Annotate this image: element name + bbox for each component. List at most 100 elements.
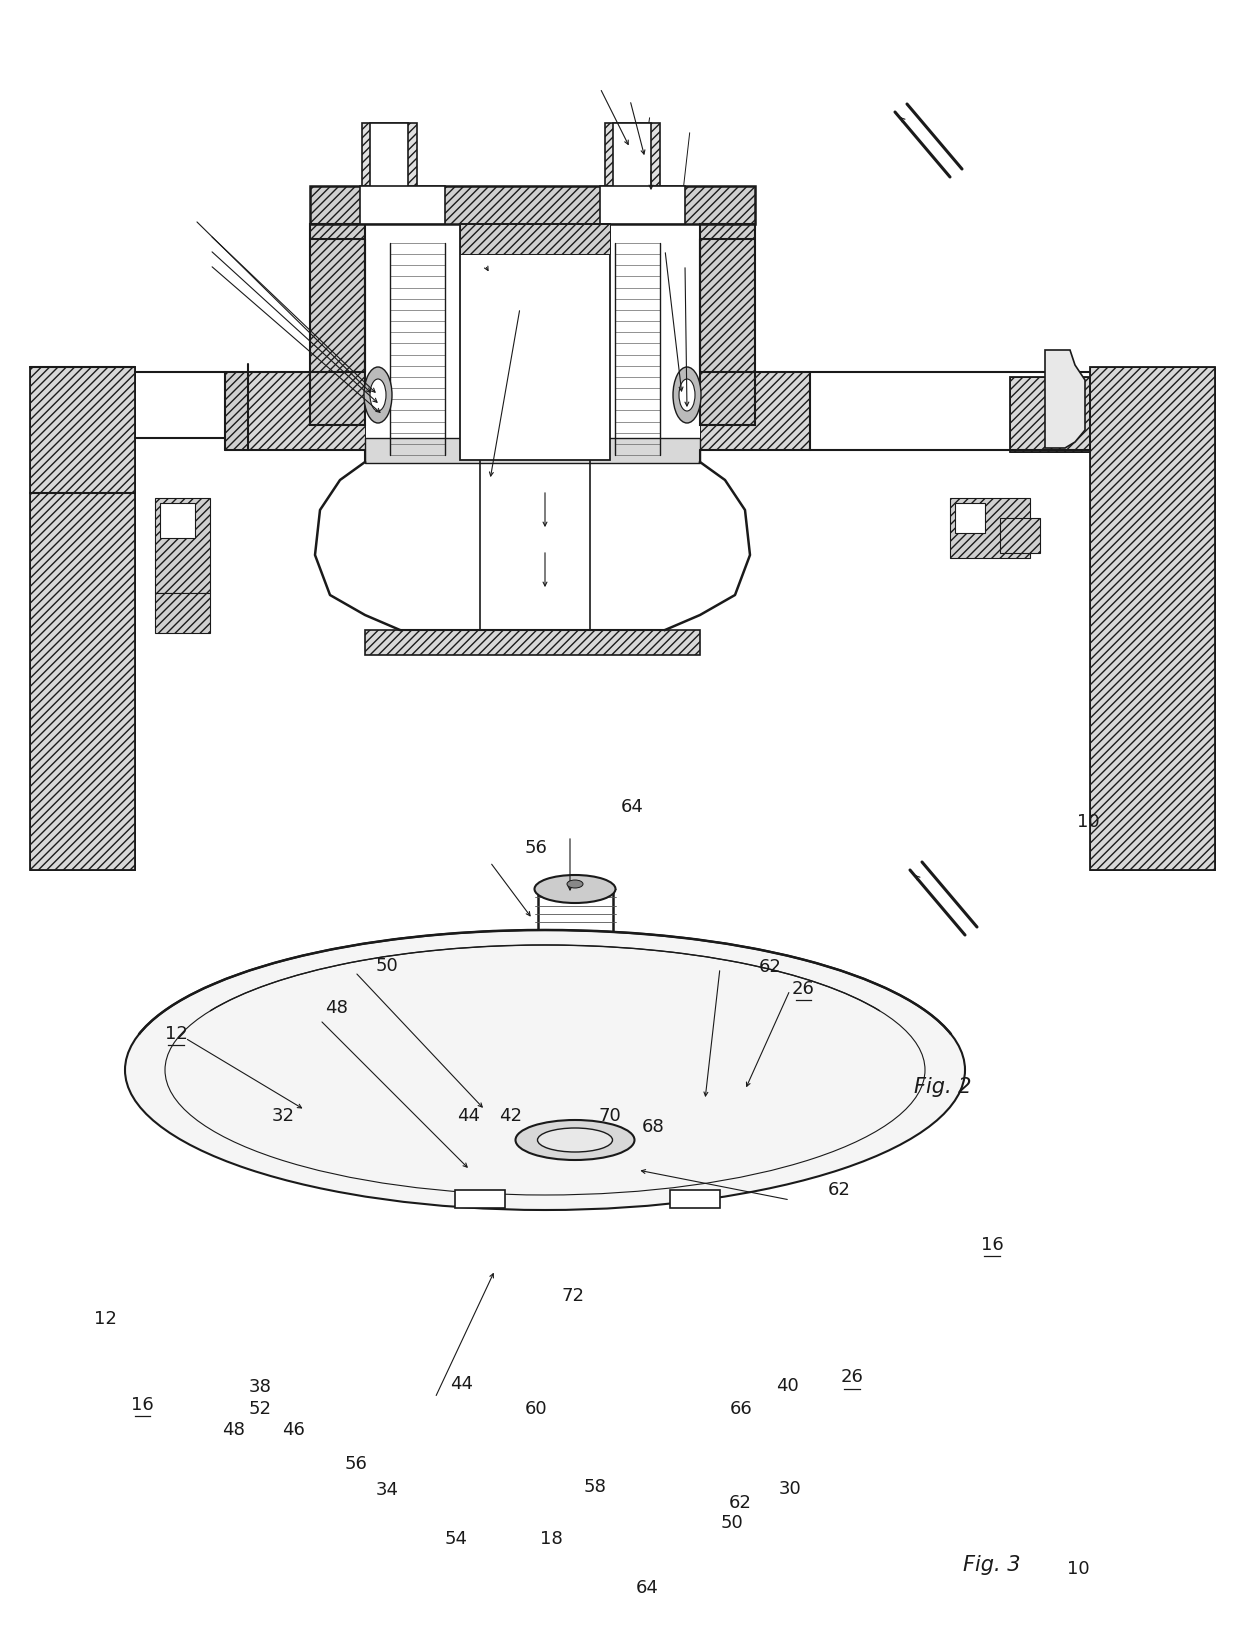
- Text: 56: 56: [345, 1454, 367, 1474]
- Text: 58: 58: [584, 1477, 606, 1497]
- Ellipse shape: [915, 1173, 935, 1183]
- Ellipse shape: [935, 1216, 955, 1226]
- Bar: [365, 438, 701, 462]
- Text: 48: 48: [325, 998, 347, 1018]
- Bar: [310, 186, 755, 224]
- Text: 38: 38: [249, 1377, 272, 1397]
- Text: 52: 52: [249, 1399, 272, 1418]
- Bar: [999, 518, 1040, 552]
- Ellipse shape: [770, 1106, 790, 1116]
- Text: 50: 50: [376, 956, 398, 975]
- Bar: [310, 224, 365, 425]
- Text: 16: 16: [131, 1395, 154, 1415]
- Text: 26: 26: [841, 1368, 863, 1387]
- Text: 64: 64: [636, 1578, 658, 1598]
- Text: 10: 10: [1078, 812, 1100, 832]
- Text: 72: 72: [562, 1286, 584, 1306]
- Text: 18: 18: [541, 1529, 563, 1549]
- Bar: [30, 368, 135, 869]
- Ellipse shape: [673, 368, 701, 423]
- Ellipse shape: [567, 881, 583, 887]
- Text: 12: 12: [94, 1309, 117, 1328]
- Text: 48: 48: [222, 1420, 244, 1440]
- Ellipse shape: [211, 1136, 232, 1145]
- Text: 32: 32: [272, 1106, 294, 1126]
- Ellipse shape: [534, 874, 615, 904]
- Text: 66: 66: [730, 1399, 753, 1418]
- Ellipse shape: [858, 1136, 879, 1145]
- Text: 50: 50: [720, 1513, 743, 1533]
- Ellipse shape: [858, 1294, 879, 1304]
- Ellipse shape: [300, 1324, 320, 1335]
- Bar: [460, 224, 610, 253]
- Polygon shape: [1045, 350, 1085, 448]
- Bar: [605, 123, 660, 188]
- Bar: [1011, 377, 1090, 453]
- Ellipse shape: [155, 1257, 175, 1266]
- Text: 60: 60: [525, 1399, 547, 1418]
- Bar: [701, 224, 755, 425]
- Polygon shape: [248, 373, 365, 449]
- Text: 10: 10: [1068, 1559, 1090, 1578]
- Text: 44: 44: [450, 1374, 472, 1394]
- Bar: [360, 186, 445, 224]
- Ellipse shape: [365, 368, 392, 423]
- Bar: [613, 123, 651, 188]
- Ellipse shape: [658, 1343, 678, 1353]
- Bar: [1090, 368, 1215, 869]
- Ellipse shape: [534, 1080, 556, 1090]
- Ellipse shape: [537, 1127, 613, 1152]
- Text: 62: 62: [759, 958, 781, 977]
- Bar: [1011, 377, 1090, 453]
- Text: 68: 68: [642, 1118, 665, 1137]
- Text: 30: 30: [779, 1479, 801, 1498]
- Bar: [670, 1190, 720, 1208]
- Ellipse shape: [185, 1090, 905, 1330]
- Ellipse shape: [412, 1343, 432, 1353]
- Ellipse shape: [412, 1087, 432, 1096]
- Text: 62: 62: [828, 1180, 851, 1199]
- Ellipse shape: [770, 1324, 790, 1335]
- Text: 26: 26: [792, 979, 815, 998]
- Bar: [155, 498, 210, 593]
- Ellipse shape: [155, 1173, 175, 1183]
- Text: 62: 62: [729, 1493, 751, 1513]
- Ellipse shape: [915, 1257, 935, 1266]
- Bar: [701, 224, 755, 425]
- Bar: [310, 224, 365, 425]
- Ellipse shape: [658, 1087, 678, 1096]
- Text: 70: 70: [599, 1106, 621, 1126]
- Bar: [365, 631, 701, 655]
- Ellipse shape: [516, 1180, 635, 1221]
- Bar: [160, 503, 195, 538]
- Ellipse shape: [211, 1294, 232, 1304]
- Ellipse shape: [534, 1350, 556, 1359]
- Text: 64: 64: [621, 797, 644, 817]
- Ellipse shape: [680, 379, 694, 412]
- Bar: [30, 368, 135, 869]
- Ellipse shape: [0, 1405, 1125, 1595]
- Bar: [600, 186, 684, 224]
- Ellipse shape: [135, 1216, 155, 1226]
- Bar: [310, 186, 755, 224]
- Text: 44: 44: [458, 1106, 480, 1126]
- Ellipse shape: [370, 379, 386, 412]
- Bar: [0, 1070, 1240, 1634]
- Text: 42: 42: [500, 1106, 522, 1126]
- Text: 40: 40: [776, 1376, 799, 1395]
- Text: 46: 46: [283, 1420, 305, 1440]
- Bar: [370, 123, 408, 188]
- Bar: [362, 123, 417, 188]
- Bar: [455, 1190, 505, 1208]
- Ellipse shape: [295, 1118, 795, 1283]
- Ellipse shape: [125, 930, 965, 1211]
- Ellipse shape: [86, 1062, 1004, 1377]
- Text: 34: 34: [376, 1480, 398, 1500]
- Bar: [950, 498, 1030, 557]
- Bar: [460, 224, 610, 461]
- Text: Fig. 2: Fig. 2: [914, 1077, 971, 1096]
- Bar: [955, 503, 985, 533]
- Text: 12: 12: [165, 1025, 187, 1044]
- Text: 16: 16: [981, 1235, 1003, 1255]
- Polygon shape: [224, 373, 248, 449]
